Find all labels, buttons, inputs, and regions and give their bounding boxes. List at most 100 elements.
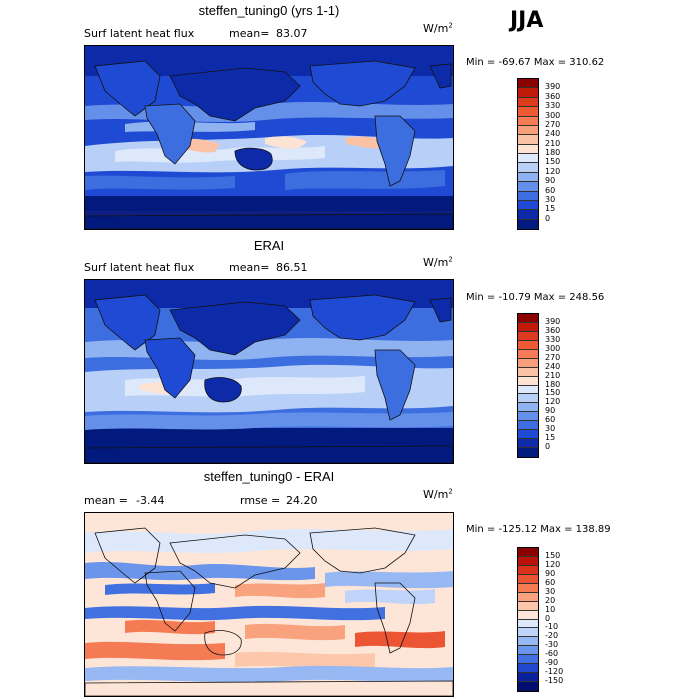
panel-3-colorbar-bar — [517, 547, 539, 692]
colorbar-swatch — [518, 191, 538, 201]
panel-3-min-max: Min = -125.12 Max = 138.89 — [466, 524, 611, 535]
colorbar-tick-label: 30 — [545, 424, 556, 434]
colorbar-swatch — [518, 200, 538, 211]
colorbar-tick-label: 240 — [545, 129, 561, 139]
colorbar-tick-label: 120 — [545, 559, 561, 569]
colorbar-tick-label: 270 — [545, 119, 561, 129]
colorbar-tick-label: 390 — [545, 316, 561, 326]
colorbar-tick-label: 270 — [545, 352, 561, 362]
colorbar-tick-label: -120 — [545, 667, 564, 677]
panel-2-colorbar-bar — [517, 313, 539, 458]
colorbar-tick-label: 330 — [545, 101, 561, 111]
colorbar-tick-label: 300 — [545, 110, 561, 120]
colorbar-tick-label: 30 — [545, 586, 556, 596]
colorbar-tick-label: 30 — [545, 194, 556, 204]
colorbar-tick-label: 360 — [545, 91, 561, 101]
panel-1-map-field — [85, 46, 453, 229]
colorbar-swatch — [518, 412, 538, 422]
colorbar-tick-label: -10 — [545, 622, 559, 632]
colorbar-swatch — [518, 331, 538, 341]
colorbar-swatch — [518, 340, 538, 350]
colorbar-swatch — [518, 116, 538, 126]
colorbar-swatch — [518, 182, 538, 192]
colorbar-tick-label: -30 — [545, 640, 559, 650]
colorbar-tick-label: 0 — [545, 613, 551, 623]
colorbar-swatch — [518, 314, 538, 323]
colorbar-swatch — [518, 664, 538, 674]
colorbar-tick-label: 180 — [545, 148, 561, 157]
colorbar-tick-label: 150 — [545, 388, 561, 398]
panel-3-mean-value: -3.44 — [136, 494, 165, 507]
panel-3-rmse-label: rmse = — [240, 494, 281, 507]
colorbar-tick-label: 180 — [545, 379, 561, 389]
colorbar-swatch — [518, 107, 538, 117]
panel-1-colorbar: 390 360 330 300 270 240 210 180 150 120 90 60 30 15 0 — [517, 78, 577, 230]
colorbar-swatch — [518, 144, 538, 154]
panel-2-min-max: Min = -10.79 Max = 248.56 — [466, 292, 605, 303]
panel-3-map — [84, 512, 454, 697]
colorbar-swatch — [518, 565, 538, 575]
panel-2-map — [84, 279, 454, 464]
panel-1-variable-label: Surf latent heat flux — [84, 27, 195, 40]
colorbar-swatch — [518, 628, 538, 638]
colorbar-tick-label: 150 — [545, 550, 561, 560]
colorbar-tick-label: 150 — [545, 157, 561, 167]
panel-3-map-field — [85, 513, 453, 696]
panel-3-units: W/m2 — [423, 487, 453, 501]
colorbar-swatch — [518, 448, 538, 457]
colorbar-swatch — [518, 210, 538, 220]
colorbar-tick-label: 90 — [545, 176, 556, 186]
colorbar-swatch — [518, 394, 538, 404]
colorbar-swatch — [518, 574, 538, 584]
colorbar-tick-label: 120 — [545, 166, 561, 176]
colorbar-swatch — [518, 556, 538, 566]
panel-1-mean-value: 83.07 — [276, 27, 308, 40]
colorbar-swatch — [518, 135, 538, 145]
colorbar-tick-label: 210 — [545, 138, 561, 148]
colorbar-swatch — [518, 376, 538, 386]
panel-2-map-field — [85, 280, 453, 463]
colorbar-swatch — [518, 163, 538, 173]
panel-1-min-max: Min = -69.67 Max = 310.62 — [466, 57, 605, 68]
panel-1-colorbar-bar — [517, 78, 539, 230]
colorbar-swatch — [518, 610, 538, 620]
colorbar-tick-label: -90 — [545, 658, 559, 668]
colorbar-tick-label: 15 — [545, 433, 556, 443]
colorbar-swatch — [518, 619, 538, 629]
colorbar-swatch — [518, 97, 538, 108]
colorbar-swatch — [518, 385, 538, 395]
colorbar-tick-label: 15 — [545, 204, 556, 214]
colorbar-swatch — [518, 583, 538, 593]
panel-3-rmse-value: 24.20 — [286, 494, 318, 507]
colorbar-swatch — [518, 548, 538, 557]
colorbar-swatch — [518, 367, 538, 377]
colorbar-tick-label: 10 — [545, 604, 556, 614]
colorbar-swatch — [518, 592, 538, 602]
colorbar-swatch — [518, 439, 538, 449]
colorbar-tick-label: 0 — [545, 442, 551, 452]
colorbar-swatch — [518, 430, 538, 440]
colorbar-swatch — [518, 125, 538, 136]
season-label: JJA — [510, 8, 544, 33]
panel-3-mean-label: mean = — [84, 494, 128, 507]
panel-1-mean-label: mean= — [229, 27, 270, 40]
colorbar-tick-label: -60 — [545, 649, 559, 659]
panel-3-title: steffen_tuning0 - ERAI — [203, 469, 335, 484]
colorbar-swatch — [518, 322, 538, 332]
colorbar-tick-label: 390 — [545, 82, 561, 92]
panel-2-variable-label: Surf latent heat flux — [84, 261, 195, 274]
colorbar-tick-label: 60 — [545, 415, 556, 425]
panel-2-colorbar: 390 360 330 300 270 240 210 180 150 120 90 60 30 15 0 — [517, 313, 577, 458]
colorbar-tick-label: 90 — [545, 568, 556, 578]
colorbar-tick-label: 360 — [545, 325, 561, 335]
colorbar-swatch — [518, 655, 538, 665]
colorbar-tick-label: 240 — [545, 361, 561, 371]
colorbar-swatch — [518, 349, 538, 359]
colorbar-swatch — [518, 403, 538, 413]
colorbar-swatch — [518, 673, 538, 683]
colorbar-tick-label: 300 — [545, 343, 561, 353]
colorbar-swatch — [518, 682, 538, 691]
colorbar-swatch — [518, 79, 538, 89]
panel-2-mean-label: mean= — [229, 261, 270, 274]
colorbar-swatch — [518, 172, 538, 183]
